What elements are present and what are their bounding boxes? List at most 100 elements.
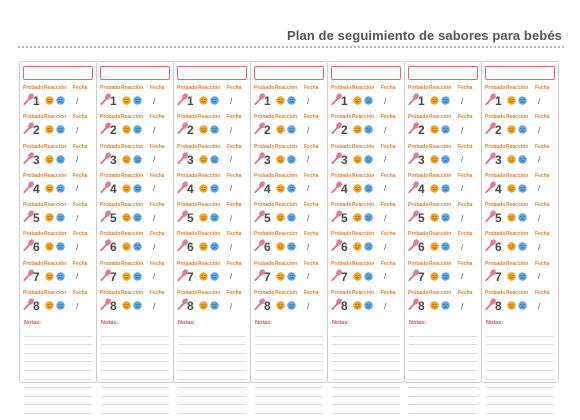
happy-face-icon[interactable] xyxy=(428,209,439,227)
note-line[interactable] xyxy=(409,362,477,371)
note-line[interactable] xyxy=(332,345,400,354)
note-line[interactable] xyxy=(178,371,246,380)
sad-face-icon[interactable] xyxy=(208,92,219,110)
note-line[interactable] xyxy=(486,362,554,371)
happy-face-icon[interactable] xyxy=(274,209,285,227)
sad-face-icon[interactable] xyxy=(516,151,527,169)
notes-lines[interactable] xyxy=(255,328,323,414)
note-line[interactable] xyxy=(255,345,323,354)
happy-face-icon[interactable] xyxy=(43,151,54,169)
note-line[interactable] xyxy=(178,354,246,363)
food-name-box[interactable] xyxy=(408,66,478,80)
sad-face-icon[interactable] xyxy=(131,209,142,227)
happy-face-icon[interactable] xyxy=(120,209,131,227)
sad-face-icon[interactable] xyxy=(516,180,527,198)
sad-face-icon[interactable] xyxy=(516,121,527,139)
happy-face-icon[interactable] xyxy=(43,297,54,315)
happy-face-icon[interactable] xyxy=(43,121,54,139)
note-line[interactable] xyxy=(24,354,92,363)
note-line[interactable] xyxy=(255,397,323,406)
note-line[interactable] xyxy=(178,337,246,346)
note-line[interactable] xyxy=(486,405,554,414)
note-line[interactable] xyxy=(332,362,400,371)
happy-face-icon[interactable] xyxy=(505,180,516,198)
food-name-box[interactable] xyxy=(254,66,324,80)
note-line[interactable] xyxy=(255,362,323,371)
happy-face-icon[interactable] xyxy=(351,238,362,256)
happy-face-icon[interactable] xyxy=(351,121,362,139)
sad-face-icon[interactable] xyxy=(362,238,373,256)
sad-face-icon[interactable] xyxy=(439,151,450,169)
note-line[interactable] xyxy=(24,337,92,346)
sad-face-icon[interactable] xyxy=(131,151,142,169)
note-line[interactable] xyxy=(486,337,554,346)
food-name-box[interactable] xyxy=(100,66,170,80)
happy-face-icon[interactable] xyxy=(274,238,285,256)
happy-face-icon[interactable] xyxy=(505,121,516,139)
happy-face-icon[interactable] xyxy=(120,180,131,198)
sad-face-icon[interactable] xyxy=(131,268,142,286)
happy-face-icon[interactable] xyxy=(197,92,208,110)
happy-face-icon[interactable] xyxy=(274,180,285,198)
sad-face-icon[interactable] xyxy=(131,297,142,315)
happy-face-icon[interactable] xyxy=(351,209,362,227)
sad-face-icon[interactable] xyxy=(208,151,219,169)
note-line[interactable] xyxy=(178,405,246,414)
happy-face-icon[interactable] xyxy=(428,151,439,169)
sad-face-icon[interactable] xyxy=(516,209,527,227)
happy-face-icon[interactable] xyxy=(197,151,208,169)
sad-face-icon[interactable] xyxy=(439,92,450,110)
happy-face-icon[interactable] xyxy=(43,180,54,198)
sad-face-icon[interactable] xyxy=(285,297,296,315)
note-line[interactable] xyxy=(178,328,246,337)
sad-face-icon[interactable] xyxy=(516,268,527,286)
happy-face-icon[interactable] xyxy=(505,268,516,286)
sad-face-icon[interactable] xyxy=(208,121,219,139)
note-line[interactable] xyxy=(101,337,169,346)
happy-face-icon[interactable] xyxy=(43,209,54,227)
note-line[interactable] xyxy=(178,397,246,406)
happy-face-icon[interactable] xyxy=(505,92,516,110)
note-line[interactable] xyxy=(255,380,323,389)
note-line[interactable] xyxy=(409,328,477,337)
note-line[interactable] xyxy=(24,328,92,337)
sad-face-icon[interactable] xyxy=(439,121,450,139)
sad-face-icon[interactable] xyxy=(516,297,527,315)
happy-face-icon[interactable] xyxy=(43,238,54,256)
sad-face-icon[interactable] xyxy=(54,151,65,169)
note-line[interactable] xyxy=(101,397,169,406)
note-line[interactable] xyxy=(101,345,169,354)
notes-lines[interactable] xyxy=(101,328,169,414)
happy-face-icon[interactable] xyxy=(120,297,131,315)
sad-face-icon[interactable] xyxy=(362,268,373,286)
sad-face-icon[interactable] xyxy=(131,121,142,139)
happy-face-icon[interactable] xyxy=(274,92,285,110)
happy-face-icon[interactable] xyxy=(274,121,285,139)
note-line[interactable] xyxy=(409,354,477,363)
note-line[interactable] xyxy=(332,388,400,397)
note-line[interactable] xyxy=(409,345,477,354)
note-line[interactable] xyxy=(486,371,554,380)
sad-face-icon[interactable] xyxy=(208,238,219,256)
note-line[interactable] xyxy=(24,405,92,414)
note-line[interactable] xyxy=(178,388,246,397)
note-line[interactable] xyxy=(409,337,477,346)
sad-face-icon[interactable] xyxy=(439,209,450,227)
happy-face-icon[interactable] xyxy=(120,151,131,169)
happy-face-icon[interactable] xyxy=(197,238,208,256)
happy-face-icon[interactable] xyxy=(505,238,516,256)
happy-face-icon[interactable] xyxy=(505,209,516,227)
note-line[interactable] xyxy=(101,354,169,363)
food-name-box[interactable] xyxy=(23,66,93,80)
happy-face-icon[interactable] xyxy=(428,297,439,315)
notes-lines[interactable] xyxy=(486,328,554,414)
happy-face-icon[interactable] xyxy=(428,268,439,286)
sad-face-icon[interactable] xyxy=(362,209,373,227)
note-line[interactable] xyxy=(255,337,323,346)
notes-lines[interactable] xyxy=(178,328,246,414)
note-line[interactable] xyxy=(24,397,92,406)
note-line[interactable] xyxy=(101,405,169,414)
note-line[interactable] xyxy=(24,345,92,354)
sad-face-icon[interactable] xyxy=(439,238,450,256)
sad-face-icon[interactable] xyxy=(208,180,219,198)
